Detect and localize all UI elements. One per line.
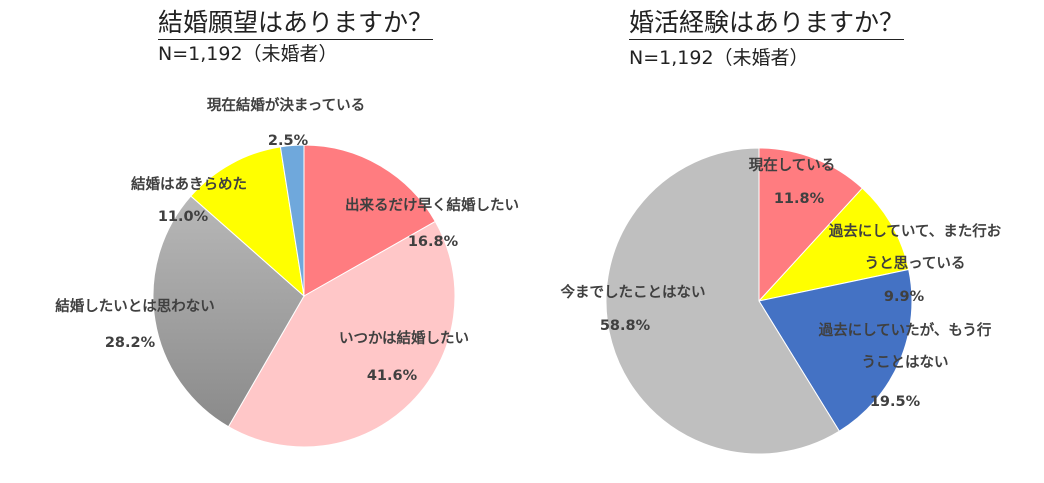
slice-label: 結婚はあきらめた	[131, 175, 247, 193]
slice-label: 過去にしていて、また行お	[828, 222, 1002, 240]
pie-slice	[758, 147, 864, 303]
slice-label: 今までしたことはない	[560, 283, 706, 301]
pie-chart-konkatsu-experience: 婚活経験はありますか？ N=1,192（未婚者） 現在している 11.8% 過去にし…	[522, 0, 1044, 483]
slice-value-label: 19.5%	[870, 394, 921, 410]
pie-slice	[227, 220, 456, 448]
slice-value-label: 41.6%	[367, 368, 418, 384]
slice-value-label: 28.2%	[105, 335, 156, 351]
pie-slice	[152, 195, 305, 428]
slice-value-label: 9.9%	[884, 289, 925, 305]
pie-slice	[605, 147, 841, 455]
slice-value-label: 16.8%	[408, 234, 459, 250]
slice-label: 現在している	[749, 156, 836, 174]
chart-title: 結婚願望はありますか？	[158, 8, 434, 40]
slice-label: 結婚したいとは思わない	[55, 297, 215, 315]
pie-chart-marriage-desire: 結婚願望はありますか？ N=1,192（未婚者） 出来るだけ早く結婚したい 16.…	[55, 8, 519, 448]
slice-label: 過去にしていたが、もう行	[818, 321, 992, 339]
slice-value-label: 2.5%	[268, 133, 309, 149]
slice-value-label: 58.8%	[600, 318, 651, 334]
slice-label: いつかは結婚したい	[339, 329, 469, 347]
pie-slice	[279, 144, 305, 297]
pie-plot: 出来るだけ早く結婚したい 16.8% いつかは結婚したい 41.6% 結婚したいとは思わ…	[55, 96, 519, 448]
chart-subtitle: N=1,192（未婚者）	[158, 43, 338, 65]
pie-slice	[757, 187, 910, 302]
chart-title: 婚活経験はありますか？	[629, 8, 905, 40]
pie-slice	[303, 144, 437, 297]
pie-slice	[190, 146, 305, 298]
slice-label: うことはない	[862, 354, 949, 371]
slice-value-label: 11.8%	[774, 191, 825, 207]
pie-slice	[758, 268, 913, 432]
slice-label: 現在結婚が決まっている	[207, 96, 365, 114]
slice-label: うと思っている	[865, 255, 966, 272]
slice-value-label: 11.0%	[158, 209, 209, 225]
slice-label: 出来るだけ早く結婚したい	[345, 196, 519, 214]
chart-subtitle: N=1,192（未婚者）	[629, 47, 809, 69]
